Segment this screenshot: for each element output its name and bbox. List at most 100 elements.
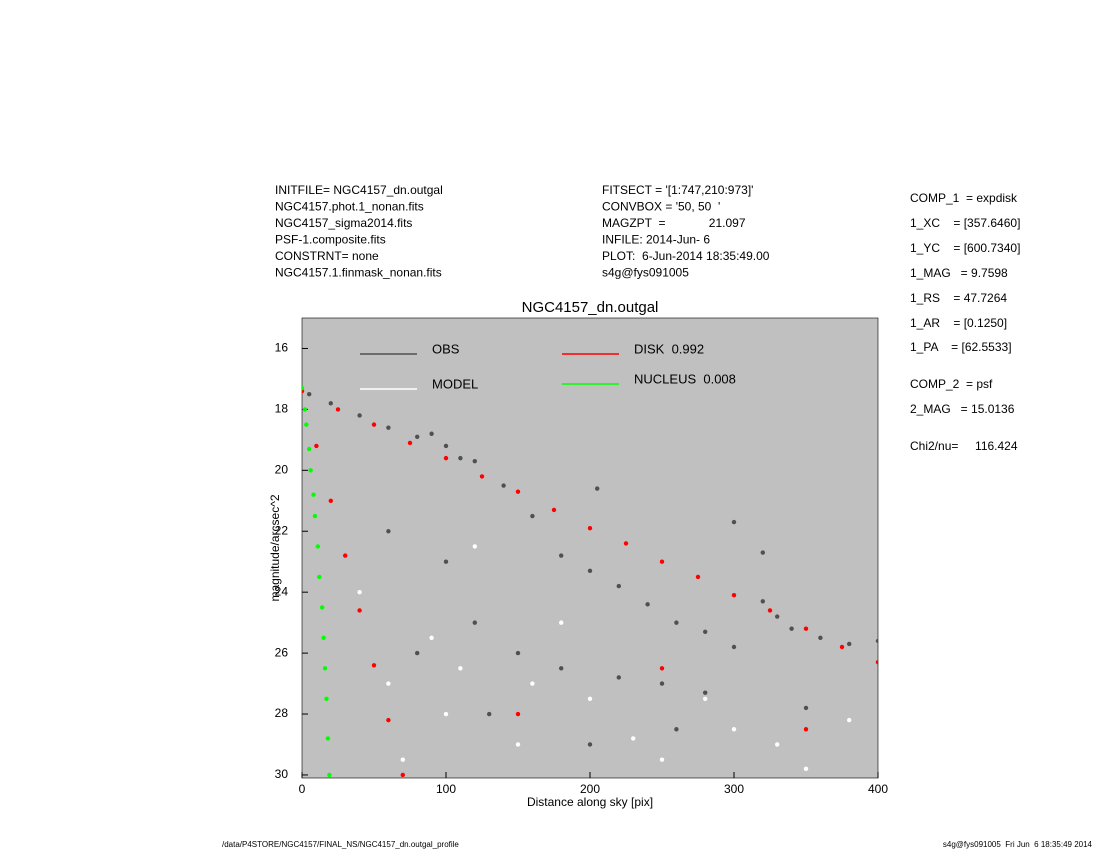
data-point [400, 757, 405, 762]
data-point [307, 391, 312, 397]
data-point [659, 757, 665, 762]
y-axis-label: magnitude/arcsec^2 [268, 494, 282, 601]
data-point [415, 650, 420, 656]
data-point [775, 614, 780, 619]
data-point [357, 608, 362, 613]
data-point [674, 620, 679, 625]
data-point [371, 663, 377, 668]
footer-left: /data/P4STORE/NGC4157/FINAL_NS/NGC4157_d… [222, 840, 459, 849]
header-middle-line: INFILE: 2014-Jun- 6 [602, 233, 710, 247]
data-point [443, 443, 449, 449]
legend-label: NUCLEUS 0.008 [634, 371, 736, 386]
parameter-line: 1_AR = [0.1250] [910, 316, 1007, 330]
data-point [386, 717, 391, 723]
data-point [803, 705, 809, 711]
data-point [325, 736, 331, 741]
data-point [875, 660, 878, 665]
data-point [407, 440, 413, 446]
plot-background [301, 317, 879, 779]
footer-right: s4g@fys091005 Fri Jun 6 18:35:49 2014 [943, 840, 1093, 849]
data-point [875, 638, 878, 644]
data-point [335, 407, 341, 412]
x-tick-label: 400 [868, 782, 888, 796]
data-point [703, 690, 708, 695]
data-point [515, 711, 521, 717]
y-tick-label: 22 [275, 523, 289, 537]
data-point [760, 550, 765, 555]
parameter-line: 1_RS = 47.7264 [910, 291, 1007, 305]
data-point [328, 498, 333, 503]
data-point [472, 544, 477, 549]
data-point [429, 431, 434, 436]
y-tick-label: 28 [275, 706, 289, 720]
data-point [587, 568, 593, 574]
data-point [659, 666, 665, 671]
data-point [357, 589, 362, 595]
data-point [803, 727, 809, 732]
data-point [386, 681, 391, 686]
data-point [324, 696, 329, 701]
data-point [308, 468, 313, 473]
data-point [587, 525, 593, 531]
legend-label: DISK 0.992 [634, 341, 704, 356]
y-tick-label: 20 [275, 462, 289, 476]
data-point [479, 474, 485, 479]
data-point [775, 742, 780, 747]
data-point [315, 544, 321, 549]
header-middle-line: PLOT: 6-Jun-2014 18:35:49.00 [602, 249, 770, 263]
parameter-line: COMP_1 = expdisk [910, 191, 1018, 205]
y-tick-label: 18 [275, 402, 289, 416]
data-point [386, 529, 391, 534]
data-point [530, 681, 535, 686]
y-tick-label: 24 [275, 584, 289, 598]
data-point [302, 385, 305, 391]
x-tick-label: 200 [580, 782, 600, 796]
data-point [818, 635, 823, 641]
data-point [458, 455, 463, 461]
header-middle-line: CONVBOX = '50, 50 ' [602, 200, 720, 214]
data-point [415, 434, 420, 440]
data-point [839, 644, 845, 650]
data-point [328, 401, 333, 406]
y-tick-label: 26 [275, 645, 289, 659]
data-point [327, 772, 332, 778]
data-point [559, 666, 564, 671]
data-point [631, 736, 636, 741]
x-axis-label: Distance along sky [pix] [527, 795, 653, 809]
data-point [302, 407, 308, 412]
data-point [731, 593, 737, 598]
data-point [803, 766, 809, 772]
data-point [803, 626, 809, 631]
legend-label: MODEL [432, 376, 478, 391]
data-point [847, 641, 852, 647]
data-point [659, 559, 665, 564]
parameter-line: 1_MAG = 9.7598 [910, 266, 1008, 280]
data-point [515, 742, 521, 747]
data-point [616, 675, 621, 680]
header-left-line: NGC4157.phot.1_nonan.fits [275, 200, 424, 214]
data-point [429, 635, 434, 641]
parameter-line: COMP_2 = psf [910, 377, 993, 391]
parameter-line: Chi2/nu= 116.424 [910, 439, 1018, 453]
data-point [703, 629, 708, 634]
data-point [530, 513, 535, 519]
header-middle-line: MAGZPT = 21.097 [602, 216, 746, 230]
plot-area [302, 385, 878, 778]
data-point [515, 650, 521, 656]
data-point [400, 772, 405, 778]
data-point [659, 681, 665, 686]
header-left-line: INITFILE= NGC4157_dn.outgal [275, 183, 443, 197]
data-point [703, 696, 708, 701]
data-point [767, 608, 773, 613]
y-tick-label: 30 [275, 767, 289, 781]
header-middle-line: s4g@fys091005 [602, 266, 689, 280]
data-point [314, 443, 319, 449]
data-point [501, 483, 506, 488]
parameter-line: 2_MAG = 15.0136 [910, 402, 1015, 416]
x-tick-label: 100 [436, 782, 456, 796]
parameter-line: 1_PA = [62.5533] [910, 340, 1012, 354]
header-left-line: PSF-1.composite.fits [275, 233, 386, 247]
data-point [319, 605, 325, 610]
data-point [587, 696, 593, 701]
